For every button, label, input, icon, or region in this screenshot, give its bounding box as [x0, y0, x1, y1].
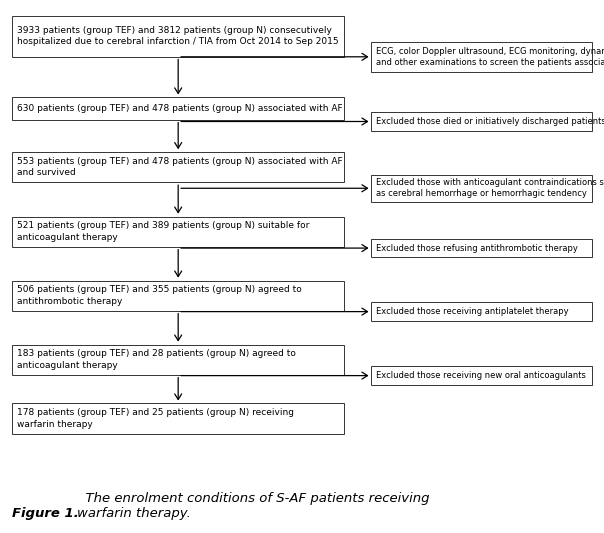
- FancyBboxPatch shape: [12, 152, 344, 182]
- FancyBboxPatch shape: [371, 239, 592, 257]
- Text: Excluded those receiving new oral anticoagulants: Excluded those receiving new oral antico…: [376, 371, 586, 380]
- FancyBboxPatch shape: [371, 112, 592, 131]
- FancyBboxPatch shape: [371, 302, 592, 321]
- Text: Excluded those died or initiatively discharged patients: Excluded those died or initiatively disc…: [376, 117, 604, 126]
- FancyBboxPatch shape: [12, 403, 344, 433]
- FancyBboxPatch shape: [12, 216, 344, 247]
- Text: 506 patients (group TEF) and 355 patients (group N) agreed to
antithrombotic the: 506 patients (group TEF) and 355 patient…: [17, 285, 301, 306]
- Text: 630 patients (group TEF) and 478 patients (group N) associated with AF: 630 patients (group TEF) and 478 patient…: [17, 104, 342, 113]
- FancyBboxPatch shape: [12, 280, 344, 311]
- Text: ECG, color Doppler ultrasound, ECG monitoring, dynamic ECG,
and other examinatio: ECG, color Doppler ultrasound, ECG monit…: [376, 46, 604, 67]
- Text: The enrolment conditions of S-AF patients receiving
warfarin therapy.: The enrolment conditions of S-AF patient…: [77, 491, 430, 520]
- Text: Excluded those refusing antithrombotic therapy: Excluded those refusing antithrombotic t…: [376, 244, 578, 253]
- Text: 521 patients (group TEF) and 389 patients (group N) suitable for
anticoagulant t: 521 patients (group TEF) and 389 patient…: [17, 221, 309, 242]
- Text: 183 patients (group TEF) and 28 patients (group N) agreed to
anticoagulant thera: 183 patients (group TEF) and 28 patients…: [17, 350, 296, 370]
- Text: Excluded those with anticoagulant contraindications such
as cerebral hemorrhage : Excluded those with anticoagulant contra…: [376, 178, 604, 198]
- FancyBboxPatch shape: [12, 344, 344, 375]
- FancyBboxPatch shape: [371, 175, 592, 201]
- Text: 3933 patients (group TEF) and 3812 patients (group N) consecutively
hospitalized: 3933 patients (group TEF) and 3812 patie…: [17, 26, 338, 46]
- Text: Excluded those receiving antiplatelet therapy: Excluded those receiving antiplatelet th…: [376, 307, 569, 316]
- Text: 553 patients (group TEF) and 478 patients (group N) associated with AF
and survi: 553 patients (group TEF) and 478 patient…: [17, 157, 342, 177]
- FancyBboxPatch shape: [12, 16, 344, 56]
- Text: 178 patients (group TEF) and 25 patients (group N) receiving
warfarin therapy: 178 patients (group TEF) and 25 patients…: [17, 408, 294, 429]
- Text: Figure 1.: Figure 1.: [12, 507, 79, 520]
- FancyBboxPatch shape: [371, 366, 592, 385]
- FancyBboxPatch shape: [371, 42, 592, 72]
- FancyBboxPatch shape: [12, 98, 344, 119]
